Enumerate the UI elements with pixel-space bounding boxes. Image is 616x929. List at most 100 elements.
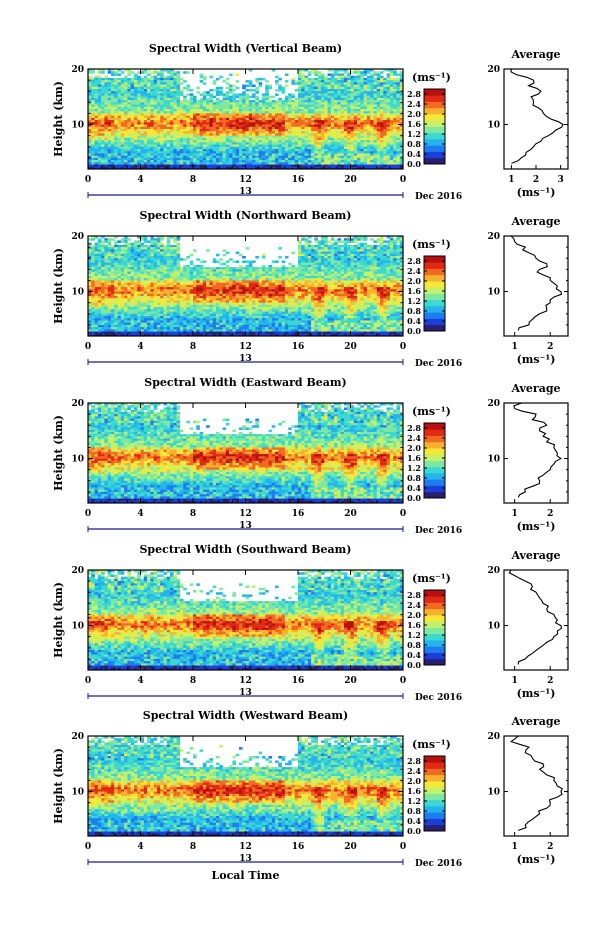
heatmap-cell [268,111,272,114]
heatmap-cell [377,76,381,79]
heatmap-cell [108,87,112,90]
heatmap-cell [354,91,358,94]
heatmap-cell [328,113,332,116]
heatmap-cell [111,85,115,88]
heatmap-cell [360,96,364,99]
heatmap-cell [318,78,322,81]
heatmap-cell [131,78,135,81]
heatmap-cell [282,116,286,119]
heatmap-cell [298,105,302,108]
heatmap-cell [213,109,217,112]
heatmap-cell [216,87,220,90]
heatmap-cell [147,109,151,112]
heatmap-cell [163,87,167,90]
heatmap-cell [311,89,315,92]
heatmap-cell [314,73,318,76]
heatmap-cell [95,100,99,103]
heatmap-cell [308,105,312,108]
heatmap-cell [275,82,279,85]
heatmap-cell [127,113,131,116]
heatmap-cell [219,91,223,94]
heatmap-cell [111,100,115,103]
heatmap-cell [144,109,148,112]
heatmap-cell [298,73,302,76]
heatmap-cell [177,100,181,103]
heatmap-cell [351,111,355,114]
heatmap-cell [367,107,371,110]
heatmap-cell [380,109,384,112]
heatmap-cell [246,120,250,123]
heatmap-cell [150,116,154,119]
heatmap-cell [196,109,200,112]
heatmap-cell [380,93,384,96]
heatmap-cell [242,100,246,103]
heatmap-cell [91,71,95,74]
heatmap-cell [354,116,358,119]
heatmap-cell [262,122,266,125]
heatmap-cell [305,116,309,119]
heatmap-cell [209,107,213,110]
heatmap-cell [364,96,368,99]
heatmap-cell [144,105,148,108]
heatmap-cell [298,120,302,123]
heatmap-cell [213,96,217,99]
heatmap-cell [183,102,187,105]
heatmap-cell [252,105,256,108]
heatmap-cell [193,105,197,108]
heatmap-cell [318,98,322,101]
heatmap-cell [127,100,131,103]
heatmap-cell [360,100,364,103]
heatmap-cell [167,120,171,123]
heatmap-cell [91,80,95,83]
heatmap-cell [177,71,181,74]
heatmap-cell [236,105,240,108]
heatmap-cell [160,76,164,79]
heatmap-cell [104,105,108,108]
heatmap-cell [318,71,322,74]
heatmap-cell [393,100,397,103]
heatmap-cell [101,105,105,108]
heatmap-cell [242,122,246,125]
heatmap-cell [331,122,335,125]
heatmap-cell [252,102,256,105]
heatmap-cell [167,76,171,79]
heatmap-cell [124,91,128,94]
heatmap-cell [383,82,387,85]
heatmap-cell [387,105,391,108]
heatmap-cell [347,113,351,116]
heatmap-cell [177,91,181,94]
heatmap-cell [114,87,118,90]
heatmap-cell [344,80,348,83]
heatmap-cell [387,107,391,110]
heatmap-cell [364,87,368,90]
heatmap-cell [131,91,135,94]
heatmap-cell [249,96,253,99]
heatmap-cell [157,98,161,101]
heatmap-cell [118,109,122,112]
heatmap-cell [288,107,292,110]
heatmap-cell [265,109,269,112]
heatmap-cell [108,105,112,108]
heatmap-cell [347,80,351,83]
heatmap-cell [387,76,391,79]
heatmap-cell [347,122,351,125]
heatmap-cell [219,107,223,110]
heatmap-cell [370,80,374,83]
heatmap-cell [183,116,187,119]
heatmap-cell [216,111,220,114]
heatmap-cell [127,89,131,92]
heatmap-cell [249,82,253,85]
heatmap-cell [229,107,233,110]
heatmap-cell [101,116,105,119]
heatmap-cell [141,96,145,99]
heatmap-cell [173,122,177,125]
heatmap-cell [180,78,184,81]
heatmap-cell [305,105,309,108]
heatmap-cell [137,78,141,81]
heatmap-cell [183,118,187,121]
heatmap-cell [121,111,125,114]
heatmap-cell [186,120,190,123]
heatmap-cell [111,109,115,112]
heatmap-cell [183,122,187,125]
heatmap-cell [134,107,138,110]
